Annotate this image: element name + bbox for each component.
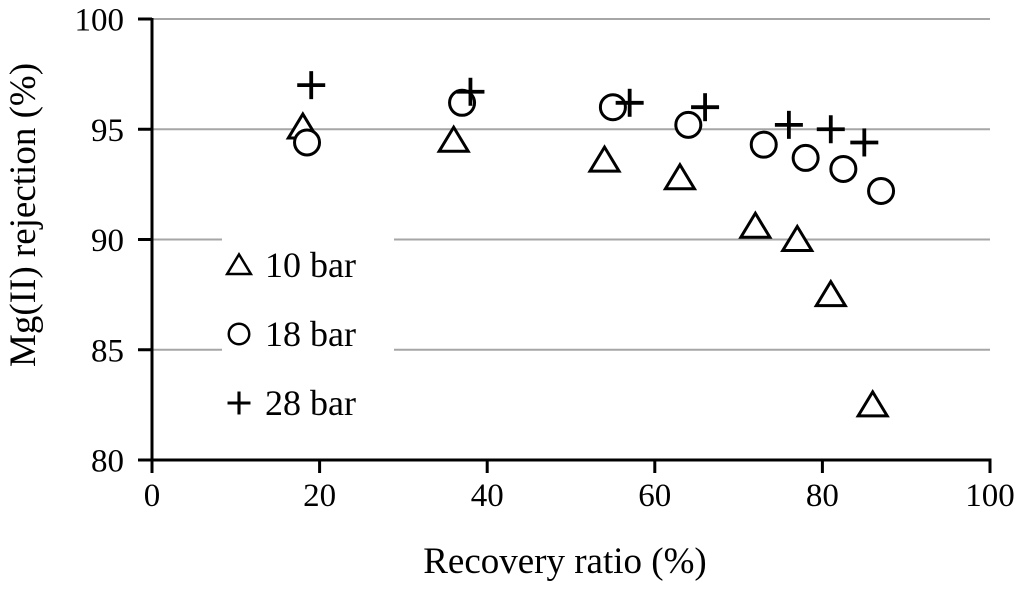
circle-marker-icon: [227, 322, 251, 346]
y-tick-label: 100: [75, 3, 125, 39]
triangle-marker: [813, 278, 848, 308]
triangle-marker: [436, 124, 471, 153]
circle-marker: [867, 176, 896, 205]
circle-marker: [293, 128, 322, 157]
y-tick-label: 85: [91, 333, 124, 369]
x-tick-label: 80: [806, 478, 839, 514]
circle-marker: [227, 322, 251, 346]
plus-marker-icon: [227, 391, 251, 415]
triangle-marker: [224, 252, 254, 276]
x-tick-label: 100: [965, 478, 1015, 514]
triangle-marker: [738, 210, 773, 239]
triangle-marker-icon: [224, 252, 254, 276]
y-tick-label: 80: [91, 444, 124, 480]
legend-item-18bar: 18 bar: [222, 300, 394, 369]
y-axis-title: Mg(II) rejection (%): [3, 62, 44, 368]
x-tick-label: 40: [471, 478, 504, 514]
triangle-marker: [780, 223, 815, 252]
legend: 10 bar 18 bar 28 bar: [222, 231, 394, 437]
triangle-marker: [855, 388, 890, 418]
legend-item-28bar: 28 bar: [222, 368, 394, 437]
legend-item-10bar: 10 bar: [222, 231, 394, 300]
triangle-marker: [587, 144, 622, 173]
x-tick-label: 60: [638, 478, 671, 514]
circle-marker: [598, 93, 627, 122]
y-tick-label: 95: [91, 113, 124, 149]
x-tick-label: 20: [303, 478, 336, 514]
circle-marker: [791, 143, 820, 172]
triangle-marker: [662, 161, 698, 191]
legend-label: 10 bar: [265, 245, 356, 286]
circle-marker: [829, 154, 858, 183]
y-tick-label: 90: [91, 223, 124, 259]
circle-marker: [674, 110, 703, 139]
legend-label: 18 bar: [265, 314, 356, 354]
legend-label: 28 bar: [265, 382, 356, 423]
circle-marker: [749, 130, 778, 159]
x-tick-label: 0: [144, 478, 161, 514]
x-axis-title: Recovery ratio (%): [423, 541, 707, 582]
